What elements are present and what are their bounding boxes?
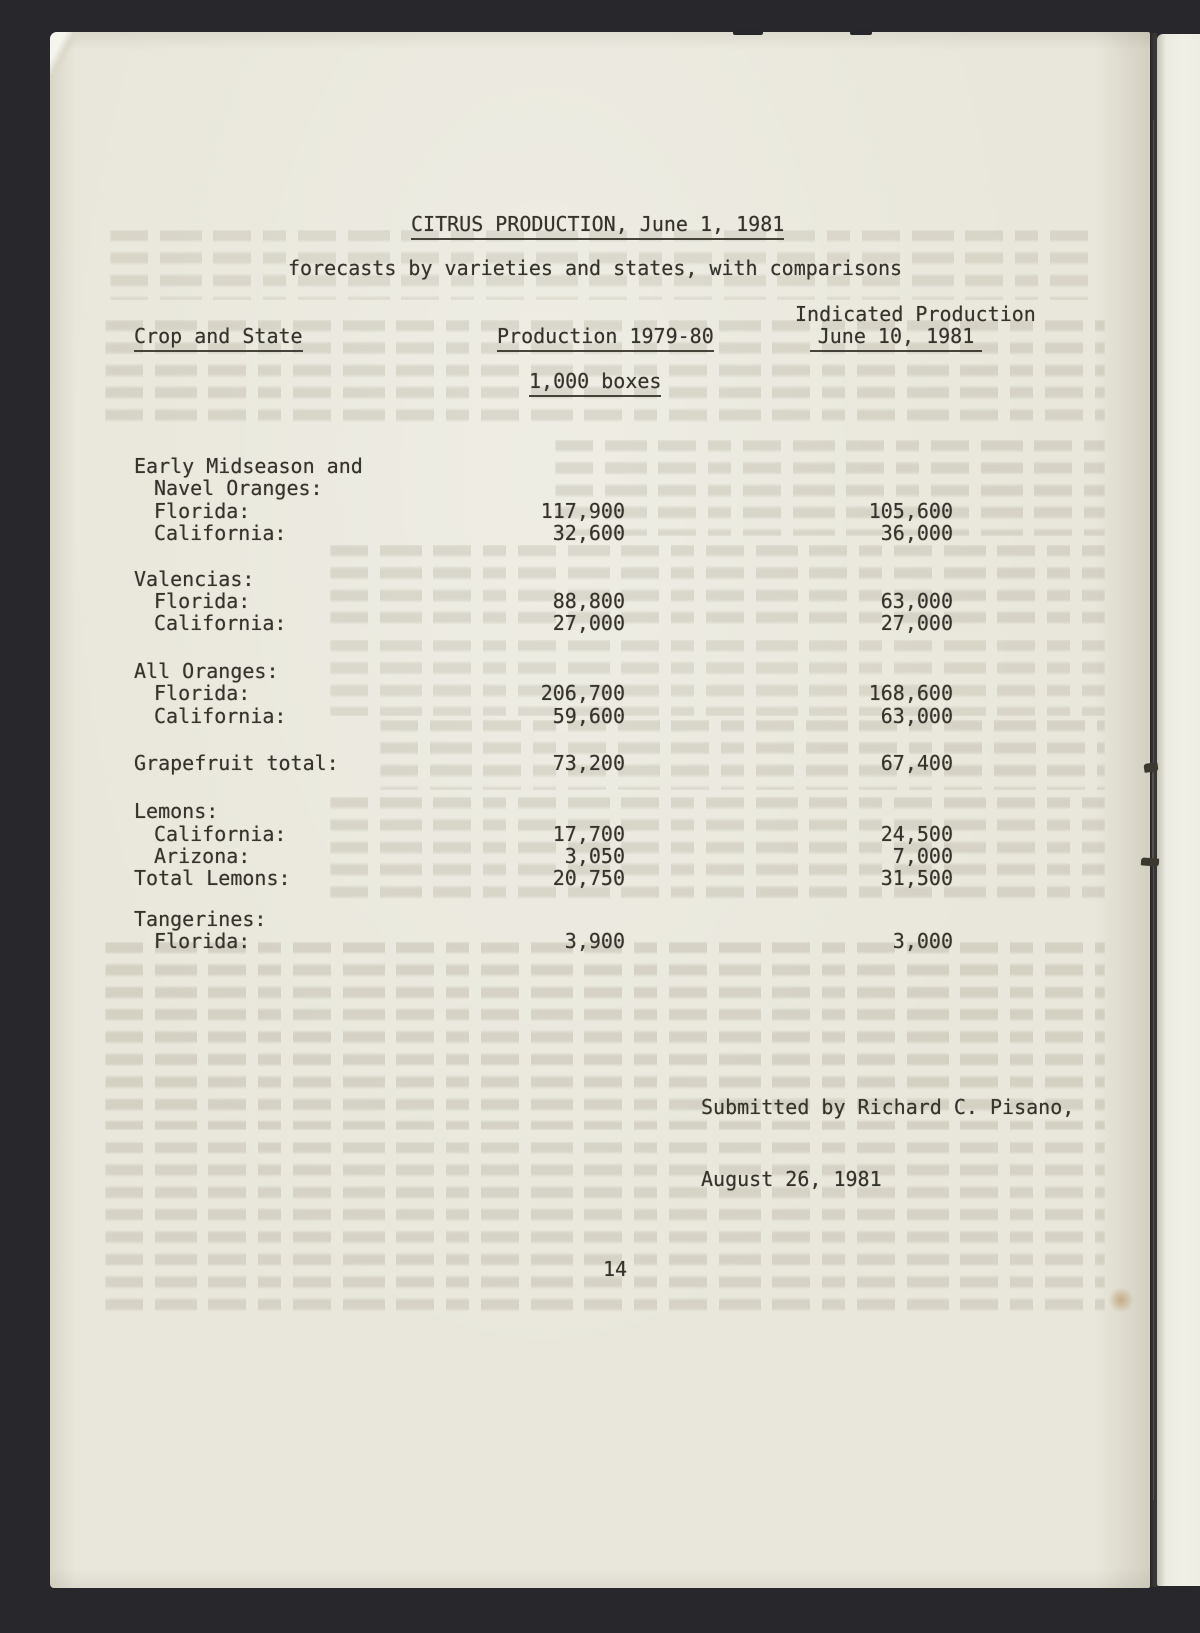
column-header-indicated-production: Indicated Production <box>795 302 1036 326</box>
table-row-gap <box>50 890 1150 908</box>
table-row: Early Midseason and <box>50 454 1150 478</box>
row-label: Tangerines: <box>134 906 267 931</box>
bleedthrough-texture <box>105 942 1105 1130</box>
row-production-1979-80: 3,900 <box>564 929 625 954</box>
row-indicated-production-june-10: 67,400 <box>880 750 953 775</box>
row-label: Early Midseason and <box>134 454 363 478</box>
bleedthrough-texture <box>380 720 1105 790</box>
row-indicated-production-june-10: 36,000 <box>880 521 953 546</box>
table-row: Tangerines: <box>50 906 1150 931</box>
document-title-text: CITRUS PRODUCTION, June 1, 1981 <box>411 213 785 240</box>
row-label: Total Lemons: <box>134 866 291 891</box>
row-indicated-production-june-10: 3,000 <box>892 929 953 954</box>
row-indicated-production-june-10: 105,600 <box>868 498 953 523</box>
table-row-gap <box>50 727 1150 752</box>
row-production-1979-80: 88,800 <box>552 588 625 613</box>
table-row: Total Lemons: 20,750 31,500 <box>50 866 1150 891</box>
row-production-1979-80: 59,600 <box>552 703 625 728</box>
page-edge-print-mark <box>733 28 763 35</box>
submitted-by-line: Submitted by Richard C. Pisano, <box>701 1095 1075 1119</box>
row-production-1979-80: 27,000 <box>552 611 625 636</box>
row-production-1979-80: 73,200 <box>552 750 625 775</box>
column-header-crop-and-state: Crop and State <box>134 325 303 352</box>
table-row: Florida: 117,900 105,600 <box>50 498 1150 523</box>
row-label: Grapefruit total: <box>134 750 339 775</box>
document-page: CITRUS PRODUCTION, June 1, 1981 forecast… <box>50 32 1150 1588</box>
table-row-gap <box>50 545 1150 568</box>
row-production-1979-80: 17,700 <box>552 821 625 846</box>
row-label: All Oranges: <box>134 658 279 683</box>
table-row: Navel Oranges: <box>50 476 1150 501</box>
submitted-date-line: August 26, 1981 <box>701 1167 882 1191</box>
row-indicated-production-june-10: 63,000 <box>880 588 953 613</box>
row-label: Florida: <box>154 588 251 613</box>
table-row: All Oranges: <box>50 658 1150 683</box>
paper-stain <box>1108 1288 1134 1312</box>
next-page-edge <box>1157 34 1200 1586</box>
unit-label: 1,000 boxes <box>529 370 662 397</box>
row-indicated-production-june-10: 63,000 <box>880 703 953 728</box>
table-row: California: 32,600 36,000 <box>50 521 1150 546</box>
document-subtitle: forecasts by varieties and states, with … <box>288 256 903 280</box>
column-header-production-1979-80: Production 1979-80 <box>497 325 714 352</box>
bleedthrough-texture <box>330 545 1105 633</box>
bleedthrough-texture <box>110 230 1100 300</box>
row-indicated-production-june-10: 31,500 <box>880 866 953 891</box>
row-indicated-production-june-10: 168,600 <box>868 681 953 706</box>
row-production-1979-80: 117,900 <box>540 498 625 523</box>
document-title: CITRUS PRODUCTION, June 1, 1981 <box>411 213 785 240</box>
bleedthrough-texture <box>555 440 1105 536</box>
page-edge-print-mark <box>850 28 872 35</box>
production-table: Early Midseason and Navel Oranges: Florida… <box>50 455 1150 953</box>
row-indicated-production-june-10: 7,000 <box>892 844 953 869</box>
row-production-1979-80: 20,750 <box>552 866 625 891</box>
row-indicated-production-june-10: 27,000 <box>880 611 953 636</box>
table-row: Grapefruit total: 73,200 67,400 <box>50 750 1150 775</box>
row-production-1979-80: 206,700 <box>540 681 625 706</box>
row-label: Florida: <box>154 681 251 706</box>
table-row-gap <box>50 635 1150 660</box>
page-number: 14 <box>603 1257 628 1281</box>
row-label: California: <box>154 821 287 846</box>
row-label: Florida: <box>154 929 251 954</box>
staple-bottom <box>1140 857 1160 867</box>
staple-wire <box>1152 772 1154 864</box>
row-label: Valencias: <box>134 566 255 591</box>
row-label: Navel Oranges: <box>154 476 323 501</box>
table-row: California: 27,000 27,000 <box>50 611 1150 636</box>
submitted-by-block: Submitted by Richard C. Pisano, August 2… <box>701 1047 1074 1239</box>
row-production-1979-80: 32,600 <box>552 521 625 546</box>
table-row: Arizona: 3,050 7,000 <box>50 844 1150 869</box>
row-indicated-production-june-10: 24,500 <box>880 821 953 846</box>
bleedthrough-texture <box>330 797 1105 909</box>
table-row: California: 17,700 24,500 <box>50 821 1150 846</box>
row-production-1979-80: 3,050 <box>564 844 625 869</box>
table-row: Florida: 3,900 3,000 <box>50 929 1150 954</box>
row-label: California: <box>154 611 287 636</box>
row-label: Lemons: <box>134 799 219 824</box>
bleedthrough-texture <box>105 1142 1105 1320</box>
row-label: California: <box>154 703 287 728</box>
table-row: Valencias: <box>50 566 1150 591</box>
row-label: California: <box>154 521 287 546</box>
table-row-gap <box>50 774 1150 800</box>
bleedthrough-texture <box>105 320 1105 426</box>
column-header-june-10-1981: June 10, 1981 <box>810 325 982 352</box>
row-label: Arizona: <box>154 844 251 869</box>
bleedthrough-texture <box>330 640 1105 716</box>
table-row: California: 59,600 63,000 <box>50 703 1150 728</box>
page-corner-fold <box>50 32 88 74</box>
table-row: Florida: 206,700 168,600 <box>50 681 1150 706</box>
table-row: Lemons: <box>50 799 1150 824</box>
table-row: Florida: 88,800 63,000 <box>50 588 1150 613</box>
row-label: Florida: <box>154 498 251 523</box>
